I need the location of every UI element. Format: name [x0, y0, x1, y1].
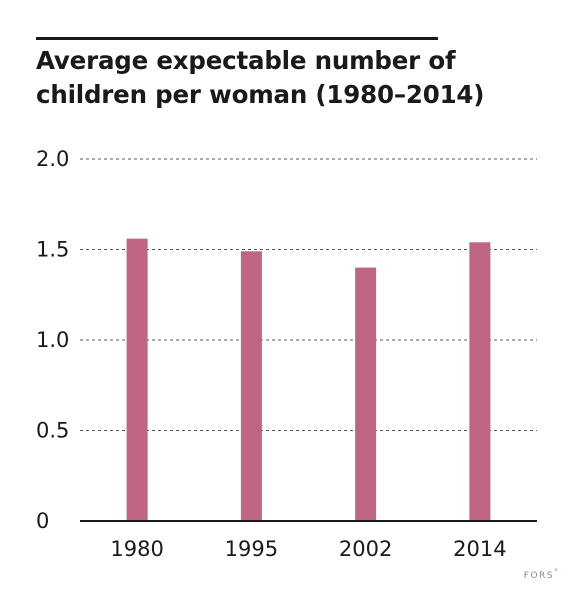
bar-1995	[240, 251, 262, 521]
chart-title-line-2: children per woman (1980–2014)	[36, 80, 485, 109]
grid-layer	[80, 158, 537, 431]
footer-brand-text: FORS	[523, 571, 554, 581]
y-tick-label-1.5: 1.5	[36, 238, 69, 262]
footer-brand-dot: °	[554, 568, 559, 576]
y-tick-label-2.0: 2.0	[36, 147, 69, 171]
axis-layer: 0 0.5 1.0 1.5 2.0 1980 1995 2002 2014	[36, 147, 537, 561]
footer-brand: FORS°	[524, 568, 559, 581]
y-tick-label-1.0: 1.0	[36, 328, 69, 352]
x-tick-label-2014: 2014	[453, 537, 506, 561]
title-top-rule	[36, 37, 438, 40]
bar-2014	[469, 242, 491, 521]
x-tick-label-2002: 2002	[339, 537, 392, 561]
x-tick-label-1980: 1980	[110, 537, 163, 561]
x-tick-label-1995: 1995	[225, 537, 278, 561]
y-tick-label-0.5: 0.5	[36, 419, 69, 443]
bar-2002	[355, 267, 377, 521]
bar-layer	[126, 238, 491, 521]
y-tick-label-0: 0	[36, 509, 49, 533]
chart-title-line-1: Average expectable number of	[36, 46, 456, 75]
bar-1980	[126, 238, 148, 521]
chart-title: Average expectable number of children pe…	[36, 44, 496, 112]
